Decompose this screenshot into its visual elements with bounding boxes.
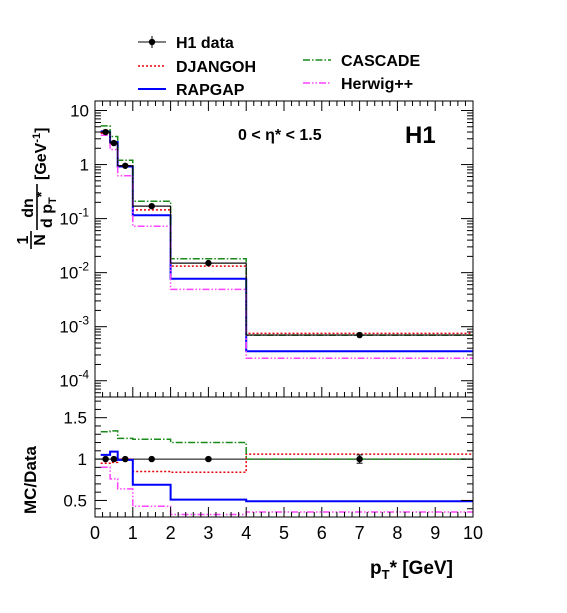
ratio-y-axis-label: MC/Data	[21, 445, 40, 514]
x-axis-label: pT* [GeV]	[370, 558, 453, 582]
experiment-label: H1	[405, 122, 436, 149]
spectrum-panel: 10-4 10-3 10-2 10-1 1 10 0 < η* < 1.5 H1	[59, 100, 474, 398]
x-tick-label: 8	[392, 523, 402, 543]
y-tick-label: 10-4	[59, 368, 89, 391]
data-point	[122, 162, 129, 169]
y-label-unit: [GeV-1]	[31, 128, 50, 180]
legend: H1 data DJANGOH RAPGAP CASCADE Herwig++	[138, 35, 420, 99]
ratio-data-point	[110, 455, 118, 463]
ratio-data-point	[122, 455, 129, 463]
y-label-part: N	[32, 234, 49, 246]
spectrum-y-axis-label: 1 Ndn d pT* [GeV-1]	[15, 128, 59, 249]
x-tick-label: 4	[241, 523, 251, 543]
legend-rapgap-label: RAPGAP	[176, 82, 245, 99]
y-tick-label: 10-2	[59, 260, 89, 283]
x-tick-label: 2	[166, 523, 176, 543]
x-tick-label: 5	[279, 523, 289, 543]
x-tick-label: 1	[128, 523, 138, 543]
x-tick-label: 9	[430, 523, 440, 543]
data-point	[148, 202, 155, 210]
ratio-data-point	[148, 455, 155, 463]
ratio-panel: 0.5 1 1.5 0 1 2 3 4 5 6 7 8 9 10	[63, 396, 483, 543]
y-tick-label: 10-3	[59, 314, 89, 337]
data-point	[356, 331, 363, 339]
ratio-y-tick-label: 1	[78, 450, 87, 469]
x-tick-label: 3	[203, 523, 213, 543]
y-tick-label: 10	[70, 102, 89, 121]
data-point	[102, 128, 109, 136]
y-tick-label: 10-1	[59, 206, 89, 229]
y-tick-label: 1	[80, 156, 89, 175]
ratio-y-tick-label: 0.5	[63, 491, 87, 510]
y-label-part: dn	[20, 198, 37, 218]
eta-region-label: 0 < η* < 1.5	[238, 127, 322, 144]
x-axis-title: pT* [GeV]	[370, 558, 453, 582]
y-label-part: 1	[15, 235, 32, 244]
data-point	[110, 139, 118, 147]
x-tick-label: 10	[463, 523, 483, 543]
data-point	[205, 259, 212, 267]
legend-data-marker	[148, 38, 156, 46]
rapgap-ratio-histogram	[100, 450, 473, 503]
ratio-data-point	[356, 455, 363, 463]
legend-data-label: H1 data	[176, 35, 234, 52]
cascade-ratio-histogram	[100, 430, 473, 460]
ratio-data-point	[205, 455, 212, 463]
ratio-y-tick-label: 1.5	[63, 409, 87, 428]
x-tick-label: 6	[317, 523, 327, 543]
legend-djangoh-label: DJANGOH	[176, 59, 256, 76]
y-label-part: d pT*	[33, 191, 59, 228]
legend-herwig-label: Herwig++	[341, 76, 413, 93]
djangoh-ratio-histogram	[100, 453, 473, 474]
x-tick-label: 7	[355, 523, 365, 543]
x-tick-label: 0	[90, 523, 100, 543]
legend-cascade-label: CASCADE	[341, 53, 420, 70]
data-histogram	[100, 131, 473, 336]
